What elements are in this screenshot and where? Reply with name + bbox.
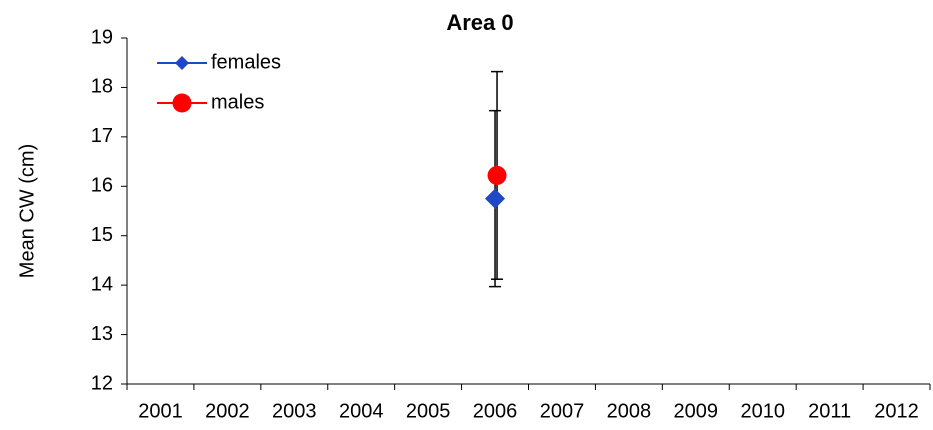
x-tick-label: 2007 xyxy=(540,400,585,422)
x-tick-label: 2010 xyxy=(740,400,785,422)
x-tick-label: 2006 xyxy=(473,400,518,422)
x-tick-label: 2009 xyxy=(674,400,719,422)
y-tick-label: 17 xyxy=(91,125,113,147)
x-tick-label: 2003 xyxy=(272,400,317,422)
y-axis-label: Mean CW (cm) xyxy=(16,144,38,278)
y-tick-label: 19 xyxy=(91,26,113,48)
x-tick-label: 2008 xyxy=(607,400,652,422)
legend-label: males xyxy=(211,91,264,113)
y-tick-label: 12 xyxy=(91,372,113,394)
x-tick-label: 2001 xyxy=(138,400,183,422)
x-tick-label: 2012 xyxy=(874,400,919,422)
legend-marker xyxy=(172,93,192,113)
point xyxy=(485,188,506,209)
legend-marker xyxy=(175,56,189,70)
y-tick-label: 18 xyxy=(91,76,113,98)
y-tick-label: 16 xyxy=(91,175,113,197)
point xyxy=(487,165,507,185)
legend-label: females xyxy=(211,51,281,73)
x-tick-label: 2004 xyxy=(339,400,384,422)
chart-title: Area 0 xyxy=(446,10,513,35)
y-tick-label: 15 xyxy=(91,224,113,246)
x-tick-label: 2002 xyxy=(205,400,250,422)
y-tick-label: 13 xyxy=(91,323,113,345)
x-tick-label: 2011 xyxy=(808,400,851,422)
x-tick-label: 2005 xyxy=(406,400,451,422)
y-tick-label: 14 xyxy=(91,273,113,295)
